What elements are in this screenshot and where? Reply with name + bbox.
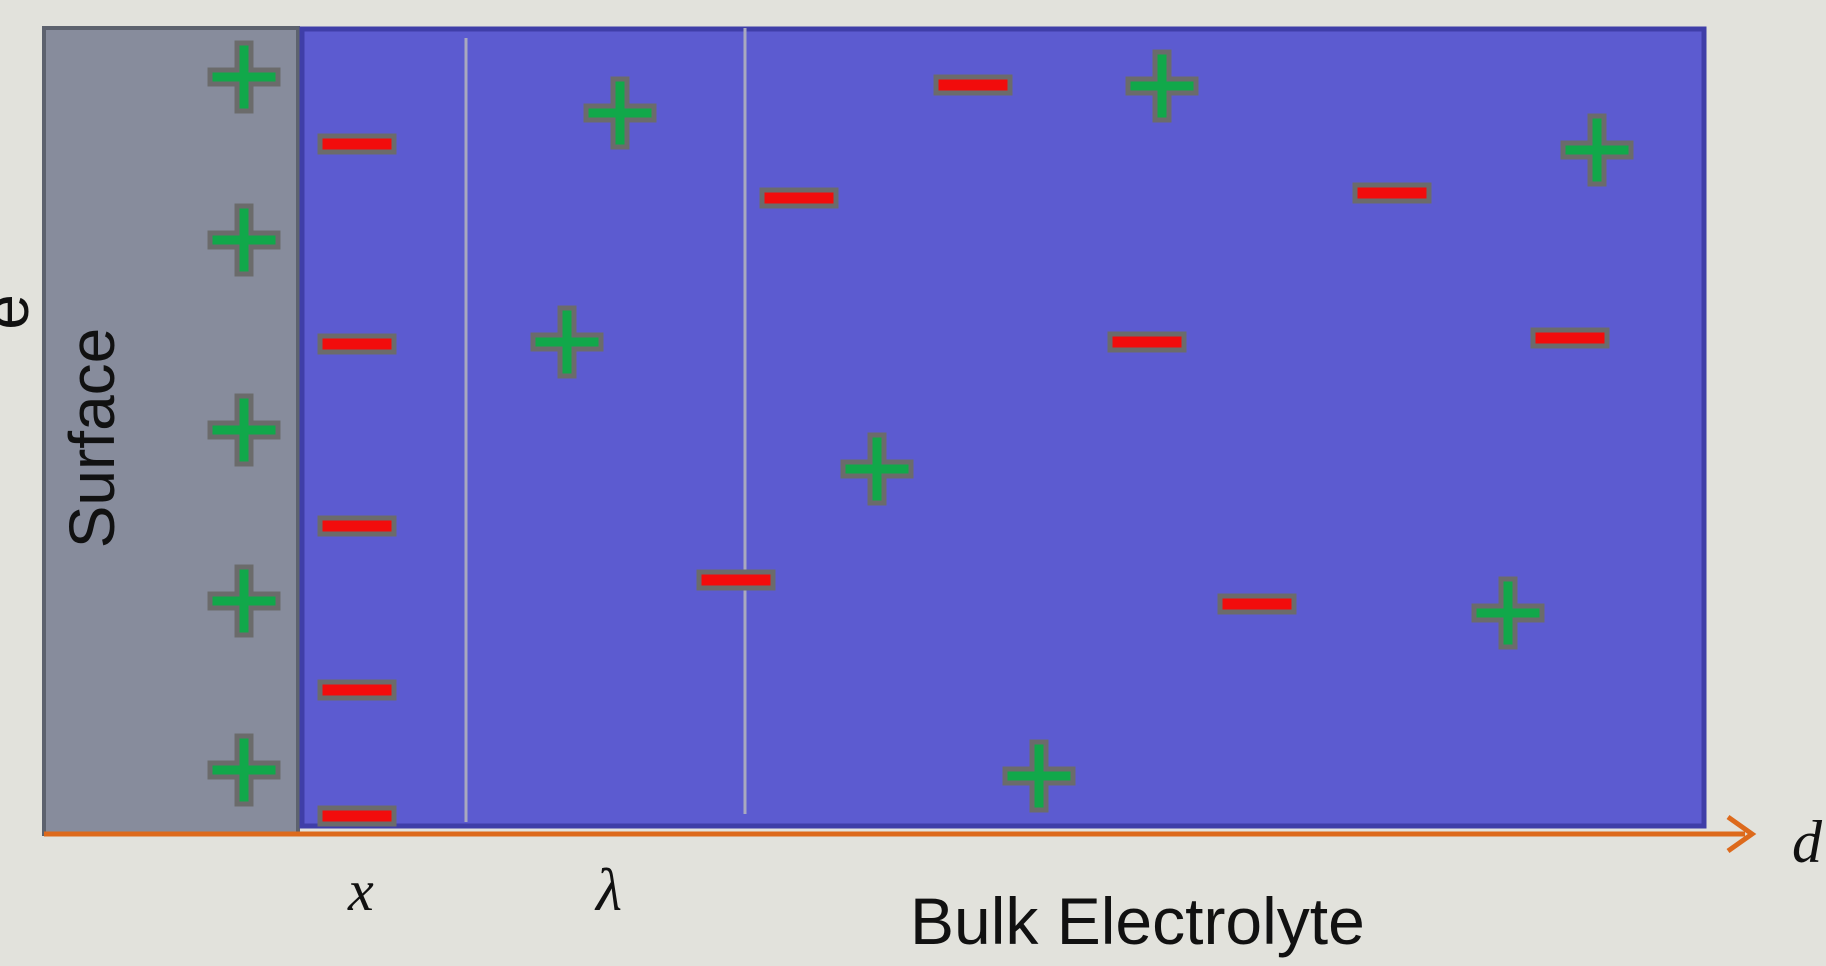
positive-ion-icon xyxy=(207,733,281,807)
positive-ion-icon xyxy=(1125,49,1199,123)
negative-ion-icon xyxy=(317,805,397,827)
positive-ion-icon xyxy=(530,305,604,379)
negative-ion-icon xyxy=(1217,593,1297,615)
positive-ion-icon xyxy=(1560,113,1634,187)
negative-ion-icon xyxy=(1107,331,1187,353)
positive-ion-icon xyxy=(583,76,657,150)
cut-off-label: e xyxy=(0,294,42,330)
axis-arrowhead xyxy=(1726,814,1757,854)
axis-symbol-label: d xyxy=(1792,809,1822,875)
negative-ion-icon xyxy=(933,74,1013,96)
positive-ion-icon xyxy=(840,432,914,506)
negative-ion-icon xyxy=(759,187,839,209)
x-symbol-label: x xyxy=(348,858,374,923)
positive-ion-icon xyxy=(1471,576,1545,650)
surface-label: Surface xyxy=(56,327,128,549)
positive-ion-icon xyxy=(207,40,281,114)
negative-ion-icon xyxy=(1352,182,1432,204)
lambda-symbol-label: λ xyxy=(596,857,622,923)
negative-ion-icon xyxy=(317,133,397,155)
positive-ion-icon xyxy=(207,564,281,638)
negative-ion-icon xyxy=(317,515,397,537)
positive-ion-icon xyxy=(1002,739,1076,813)
electrolyte-region xyxy=(299,26,1707,829)
positive-ion-icon xyxy=(207,203,281,277)
negative-ion-icon xyxy=(317,679,397,701)
negative-ion-icon xyxy=(1530,327,1610,349)
distance-axis xyxy=(44,814,1757,854)
positive-ion-icon xyxy=(207,393,281,467)
bulk-electrolyte-label: Bulk Electrolyte xyxy=(910,884,1365,958)
ions-layer xyxy=(207,40,1634,827)
negative-ion-icon xyxy=(696,569,776,591)
negative-ion-icon xyxy=(317,333,397,355)
